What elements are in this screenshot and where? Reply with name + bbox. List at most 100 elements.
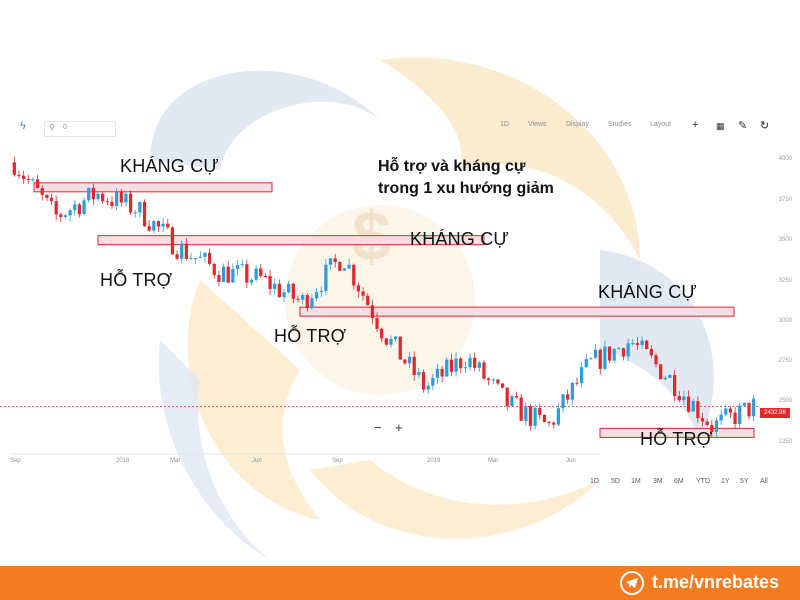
candle-body — [277, 283, 282, 298]
range-button-3m[interactable]: 3M — [653, 478, 663, 485]
candle-body — [454, 358, 458, 372]
candle-body — [491, 379, 495, 381]
telegram-handle-link[interactable]: t.me/vnrebates — [652, 572, 780, 592]
candle-body — [719, 414, 723, 421]
candle-body — [738, 405, 742, 425]
resistance-label: KHÁNG CỰ — [410, 229, 509, 249]
layout-menu[interactable]: Layout — [650, 121, 672, 128]
candle-body — [356, 285, 361, 292]
candle-body — [552, 422, 556, 425]
date-tick: 2018 — [116, 458, 130, 464]
range-button-ytd[interactable]: YTD — [696, 478, 710, 485]
search-value: 0 — [63, 124, 67, 131]
resistance-label: KHÁNG CỰ — [120, 156, 219, 176]
candle-body — [91, 187, 96, 200]
interval-button[interactable]: 1D — [500, 121, 509, 128]
candle-body — [421, 372, 426, 390]
chart-toolbar: ϟ ⚲ 0 1D Views Display Studies Layout + … — [0, 116, 800, 140]
candle-body — [31, 179, 35, 181]
candle-body — [180, 243, 184, 259]
reset-icon[interactable]: ↻ — [760, 120, 770, 132]
candle-body — [412, 356, 416, 376]
pencil-icon[interactable]: ✎ — [738, 120, 748, 132]
candle-body — [431, 377, 435, 386]
candle-body — [426, 385, 430, 390]
candle-body — [124, 193, 128, 203]
candle-body — [672, 375, 677, 396]
current-price-label: 2432.96 — [760, 408, 790, 418]
display-menu[interactable]: Display — [566, 121, 589, 128]
candle-body — [263, 275, 268, 277]
price-zone — [97, 235, 485, 246]
support-label: HỖ TRỢ — [274, 326, 347, 346]
candle-body — [607, 346, 612, 361]
candle-body — [198, 256, 202, 258]
candle-body — [566, 394, 570, 400]
price-zone — [33, 182, 273, 193]
candle-body — [445, 359, 449, 377]
candle-body — [389, 339, 393, 345]
candle-body — [226, 266, 230, 283]
zoom-in-button[interactable]: + — [395, 420, 403, 435]
views-menu[interactable]: Views — [528, 121, 547, 128]
candle-body — [110, 201, 114, 207]
candle-body — [617, 348, 621, 350]
candle-body — [714, 420, 719, 432]
zoom-out-button[interactable]: − — [374, 420, 382, 435]
candle-body — [570, 382, 574, 400]
pulse-icon[interactable]: ϟ — [20, 120, 26, 132]
candle-body — [282, 292, 286, 298]
range-button-all[interactable]: All — [760, 478, 768, 485]
range-button-5d[interactable]: 5D — [611, 478, 620, 485]
candle-body — [254, 268, 258, 280]
candle-body — [668, 375, 672, 378]
candle-body — [147, 226, 151, 231]
candle-body — [310, 298, 314, 308]
resistance-label: KHÁNG CỰ — [598, 282, 697, 302]
draw-tools-icon[interactable]: ▦ — [716, 121, 725, 131]
date-tick: Sep — [332, 458, 343, 464]
candle-body — [747, 402, 751, 417]
candle-body — [384, 338, 388, 345]
range-button-1y[interactable]: 1Y — [721, 478, 730, 485]
support-label: HỖ TRỢ — [640, 429, 713, 449]
candle-body — [249, 279, 254, 283]
candle-body — [640, 340, 644, 345]
symbol-search-input[interactable]: ⚲ 0 — [44, 121, 116, 137]
candle-body — [598, 349, 602, 369]
candle-body — [700, 418, 705, 422]
candle-body — [361, 291, 365, 296]
candle-body — [459, 358, 463, 369]
candle-body — [579, 367, 584, 384]
candle-body — [528, 406, 533, 426]
zoom-controls: − + — [368, 420, 408, 436]
candle-body — [393, 336, 398, 340]
candle-body — [407, 356, 412, 364]
candle-body — [259, 268, 263, 276]
candle-body — [505, 387, 509, 406]
range-button-5y[interactable]: 5Y — [740, 478, 749, 485]
candle-body — [105, 201, 109, 203]
candle-body — [524, 406, 528, 421]
candle-body — [21, 175, 26, 179]
studies-menu[interactable]: Studies — [608, 121, 632, 128]
candle-body — [547, 422, 551, 424]
candle-body — [338, 261, 342, 271]
range-button-1d[interactable]: 1D — [590, 478, 599, 485]
crosshair-icon[interactable]: + — [692, 119, 699, 131]
candle-body — [245, 264, 249, 283]
candle-body — [649, 349, 654, 356]
candle-body — [575, 382, 579, 384]
candle-body — [342, 268, 347, 271]
candle-body — [682, 396, 686, 401]
candle-body — [59, 214, 63, 217]
candle-body — [54, 201, 58, 215]
candle-body — [300, 295, 305, 300]
candle-body — [477, 362, 481, 368]
date-tick: Mar — [488, 458, 499, 464]
candle-body — [166, 223, 170, 228]
range-button-1m[interactable]: 1M — [631, 478, 641, 485]
range-button-6m[interactable]: 6M — [674, 478, 684, 485]
candle-body — [68, 210, 72, 216]
candle-body — [49, 197, 54, 202]
